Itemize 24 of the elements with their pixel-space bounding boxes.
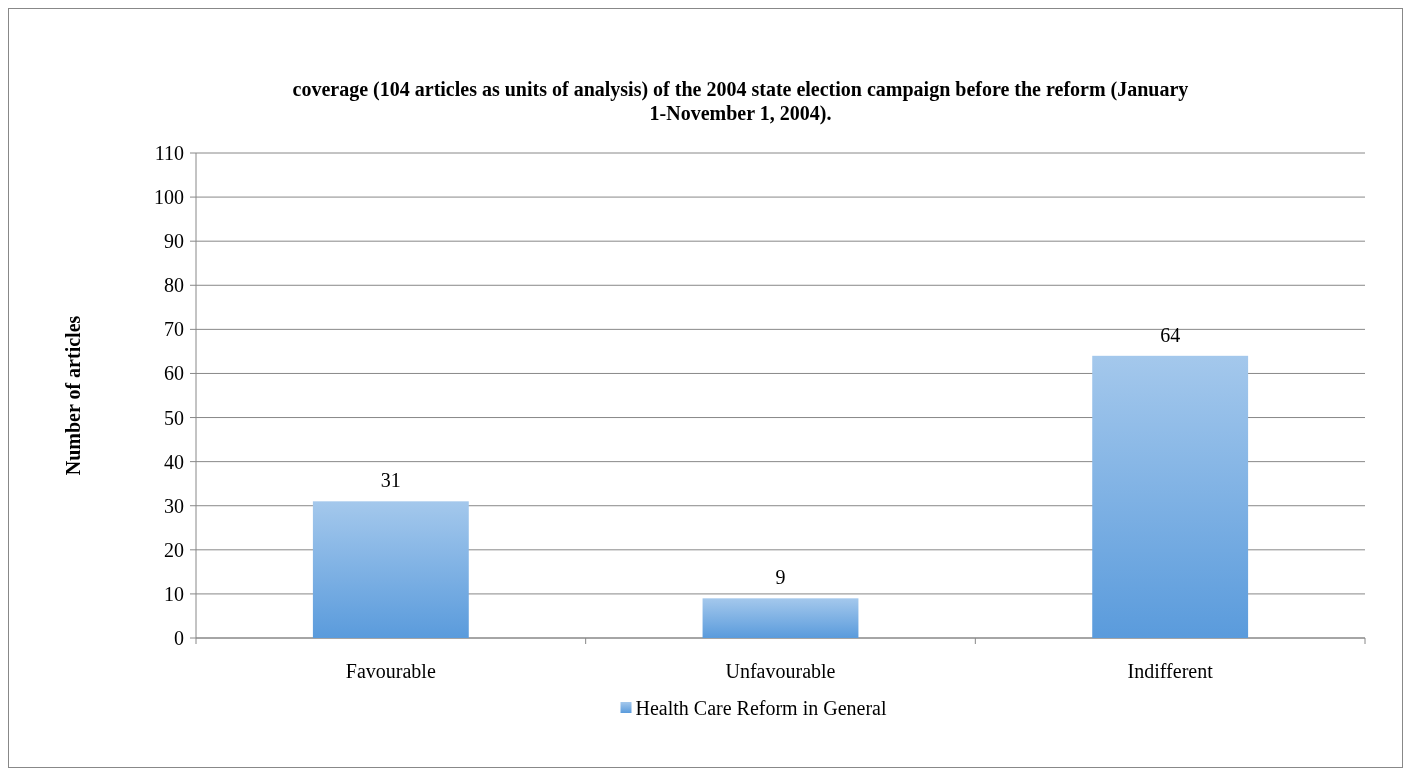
y-tick-label: 30 [164, 494, 184, 517]
y-tick-label: 0 [174, 627, 184, 649]
y-tick-label: 50 [164, 406, 184, 429]
data-label: 31 [380, 469, 401, 492]
bar [702, 598, 859, 638]
y-tick-label: 10 [164, 582, 184, 605]
x-tick-label: Indifferent [1127, 660, 1214, 682]
data-label: 9 [775, 566, 786, 589]
y-axis-title: Number of articles [62, 315, 84, 476]
y-tick-label: 70 [164, 318, 184, 341]
legend-label: Health Care Reform in General [635, 697, 887, 719]
y-tick-label: 40 [164, 450, 184, 473]
y-tick-label: 90 [164, 230, 184, 253]
bar [1092, 355, 1249, 638]
y-tick-label: 100 [154, 186, 184, 209]
chart-title: coverage (104 articles as units of analysis) of the 2004 state election campaign before the reform (January 1-November 1, 2004). [292, 78, 1189, 125]
y-tick-label: 110 [154, 142, 184, 164]
y-tick-label: 80 [164, 274, 184, 297]
y-tick-label: 20 [164, 538, 184, 561]
bar [312, 501, 469, 638]
x-tick-label: Unfavourable [725, 660, 836, 682]
x-tick-label: Favourable [345, 660, 436, 682]
data-label: 64 [1160, 323, 1181, 346]
y-tick-label: 60 [164, 362, 184, 385]
